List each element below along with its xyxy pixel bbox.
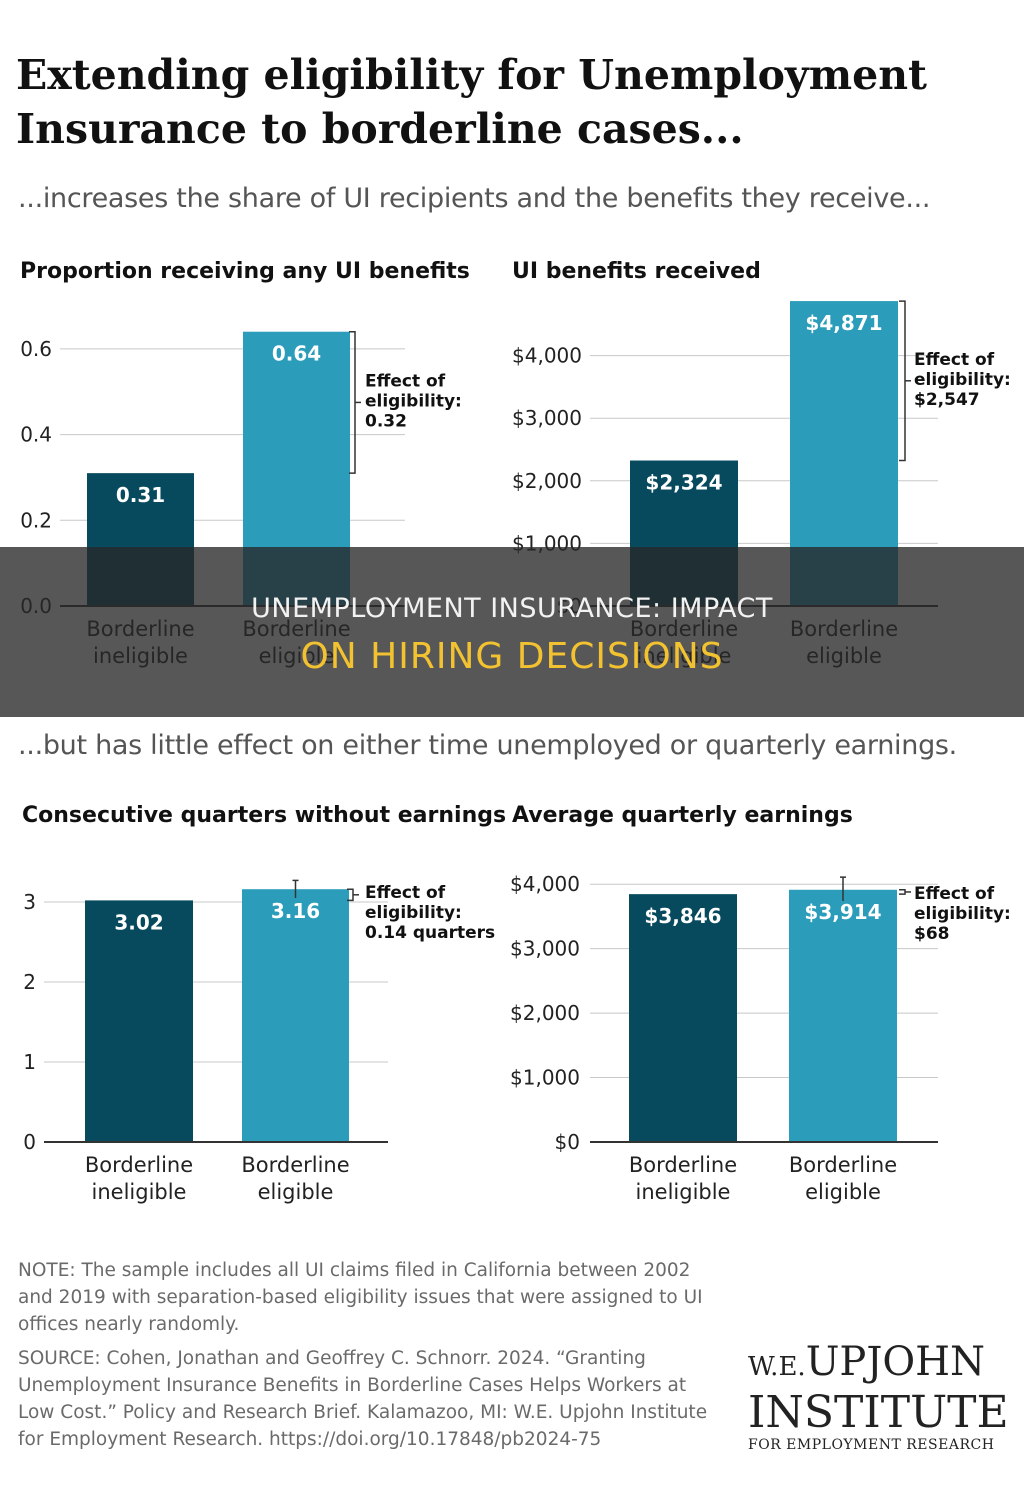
upjohn-logo: W.E.UPJOHN INSTITUTE FOR EMPLOYMENT RESE… bbox=[748, 1339, 1009, 1453]
subtitle-bottom: ...but has little effect on either time … bbox=[18, 730, 957, 761]
panel-title-3: Average quarterly earnings bbox=[512, 803, 853, 828]
effect-annotation: Effect of bbox=[914, 350, 995, 370]
category-label: Borderline bbox=[85, 1153, 193, 1177]
logo-institute: INSTITUTE bbox=[748, 1387, 1009, 1438]
category-label: Borderline bbox=[241, 1153, 349, 1177]
data-label: 3.02 bbox=[114, 910, 163, 934]
panel-title-0: Proportion receiving any UI benefits bbox=[20, 259, 470, 284]
data-label: $2,324 bbox=[645, 471, 722, 495]
y-tick-label: 0 bbox=[23, 1130, 36, 1154]
effect-annotation: eligibility: bbox=[365, 903, 462, 923]
category-label: ineligible bbox=[636, 1180, 731, 1204]
y-tick-label: 3 bbox=[23, 890, 36, 914]
category-label: eligible bbox=[258, 1180, 334, 1204]
effect-annotation: 0.32 bbox=[365, 411, 407, 431]
effect-annotation: 0.14 quarters bbox=[365, 923, 495, 943]
category-label: Borderline bbox=[789, 1153, 897, 1177]
panel-title-1: UI benefits received bbox=[512, 259, 761, 284]
effect-annotation: $2,547 bbox=[914, 390, 980, 410]
effect-annotation: eligibility: bbox=[365, 391, 462, 411]
panel-title-2: Consecutive quarters without earnings bbox=[22, 803, 506, 828]
data-label: $3,846 bbox=[644, 904, 721, 928]
data-label: 3.16 bbox=[271, 899, 320, 923]
effect-annotation: Effect of bbox=[365, 371, 446, 391]
effect-bracket bbox=[899, 300, 906, 462]
title-overlay-band bbox=[0, 547, 1024, 717]
y-tick-label: $2,000 bbox=[510, 1001, 580, 1025]
data-label: 0.64 bbox=[272, 342, 321, 366]
effect-annotation: Effect of bbox=[914, 884, 995, 904]
y-tick-label: $1,000 bbox=[510, 1066, 580, 1090]
overlay-line-1: UNEMPLOYMENT INSURANCE: IMPACT bbox=[251, 593, 773, 624]
y-tick-label: $4,000 bbox=[510, 872, 580, 896]
subtitle-top: ...increases the share of UI recipients … bbox=[18, 183, 931, 214]
effect-annotation: eligibility: bbox=[914, 904, 1011, 924]
y-tick-label: $3,000 bbox=[512, 406, 582, 430]
logo-we: W.E. bbox=[748, 1352, 806, 1382]
y-tick-label: 2 bbox=[23, 970, 36, 994]
y-tick-label: 1 bbox=[23, 1050, 36, 1074]
y-tick-label: $2,000 bbox=[512, 469, 582, 493]
logo-upjohn: UPJOHN bbox=[805, 1339, 986, 1385]
bar-ineligible bbox=[629, 894, 737, 1142]
data-label: $3,914 bbox=[804, 900, 881, 924]
overlay-line-2: ON HIRING DECISIONS bbox=[300, 636, 724, 677]
category-label: Borderline bbox=[629, 1153, 737, 1177]
bar-ineligible bbox=[85, 900, 193, 1142]
y-tick-label: $4,000 bbox=[512, 344, 582, 368]
page-title: Extending eligibility for Unemployment I… bbox=[16, 51, 927, 153]
footnote-source: SOURCE: Cohen, Jonathan and Geoffrey C. … bbox=[18, 1348, 708, 1450]
y-tick-label: 0.4 bbox=[20, 423, 52, 447]
effect-annotation: $68 bbox=[914, 924, 950, 944]
y-tick-label: $3,000 bbox=[510, 937, 580, 961]
logo-tagline: FOR EMPLOYMENT RESEARCH bbox=[748, 1437, 995, 1453]
effect-annotation: Effect of bbox=[365, 883, 446, 903]
y-tick-label: 0.6 bbox=[20, 337, 52, 361]
data-label: 0.31 bbox=[116, 483, 165, 507]
effect-annotation: eligibility: bbox=[914, 370, 1011, 390]
y-tick-label: 0.2 bbox=[20, 508, 52, 532]
category-label: eligible bbox=[805, 1180, 881, 1204]
effect-bracket bbox=[899, 889, 906, 895]
category-label: ineligible bbox=[92, 1180, 187, 1204]
y-tick-label: $0 bbox=[555, 1130, 580, 1154]
bar-eligible bbox=[242, 889, 349, 1142]
bar-eligible bbox=[789, 889, 897, 1142]
footnote-note: NOTE: The sample includes all UI claims … bbox=[18, 1260, 703, 1335]
data-label: $4,871 bbox=[805, 311, 882, 335]
